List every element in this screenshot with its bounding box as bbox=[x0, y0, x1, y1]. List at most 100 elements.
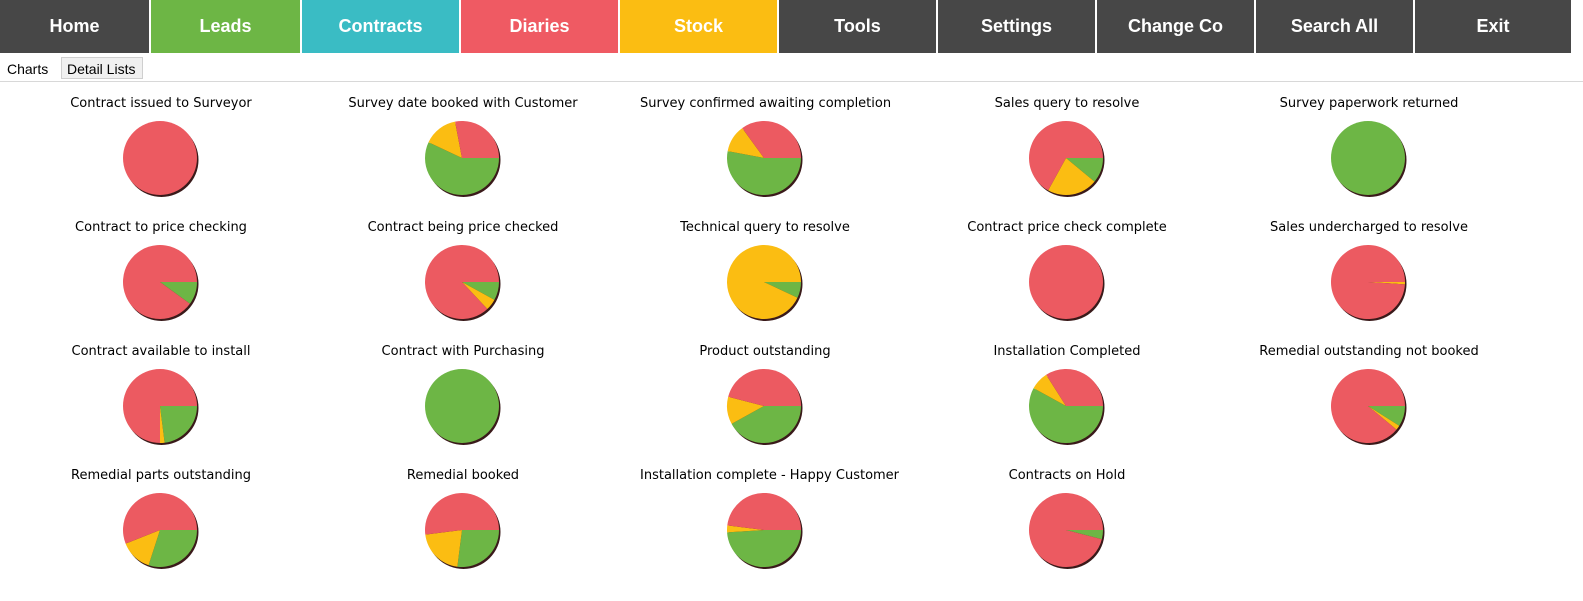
nav-leads-button[interactable]: Leads bbox=[151, 0, 300, 53]
chart-sales-undercharged[interactable]: Sales undercharged to resolve bbox=[1244, 220, 1494, 334]
pie-chart bbox=[425, 121, 501, 197]
chart-title: Technical query to resolve bbox=[680, 220, 850, 235]
pie-slice-red bbox=[455, 121, 499, 158]
pie-chart bbox=[1029, 245, 1105, 321]
tab-detail-lists[interactable]: Detail Lists bbox=[61, 57, 143, 79]
chart-sales-query[interactable]: Sales query to resolve bbox=[942, 96, 1192, 210]
pie-slice-red bbox=[742, 121, 801, 158]
chart-survey-date-booked[interactable]: Survey date booked with Customer bbox=[338, 96, 588, 210]
pie-chart bbox=[425, 493, 501, 569]
pie-slice-green bbox=[160, 406, 197, 443]
chart-remedial-booked[interactable]: Remedial booked bbox=[338, 468, 588, 582]
nav-contracts-button[interactable]: Contracts bbox=[302, 0, 459, 53]
chart-title: Contract with Purchasing bbox=[381, 344, 545, 359]
chart-title: Contracts on Hold bbox=[1008, 468, 1126, 483]
pie-slice-red bbox=[123, 121, 197, 195]
pie-slice-green bbox=[1066, 530, 1103, 540]
nav-exit-button[interactable]: Exit bbox=[1415, 0, 1571, 53]
pie-chart bbox=[727, 121, 803, 197]
nav-tools-button[interactable]: Tools bbox=[779, 0, 936, 53]
top-nav: Home Leads Contracts Diaries Stock Tools… bbox=[0, 0, 1583, 53]
pie-slice-red bbox=[727, 492, 801, 530]
nav-search-all-button[interactable]: Search All bbox=[1256, 0, 1413, 53]
pie-slice-green bbox=[764, 282, 801, 298]
pie-chart bbox=[727, 244, 803, 321]
pie-slice-red bbox=[123, 492, 197, 544]
pie-slice-amber bbox=[726, 525, 764, 533]
chart-title: Remedial outstanding not booked bbox=[1259, 344, 1479, 359]
chart-title: Remedial parts outstanding bbox=[71, 468, 251, 483]
view-tabs: Charts Detail Lists bbox=[0, 55, 1583, 82]
chart-contract-to-price-checking[interactable]: Contract to price checking bbox=[36, 220, 286, 334]
pie-slice-amber bbox=[160, 406, 165, 443]
chart-survey-confirmed[interactable]: Survey confirmed awaiting completion bbox=[640, 96, 891, 210]
pie-chart bbox=[1331, 245, 1407, 321]
pie-slice-green bbox=[148, 530, 197, 567]
chart-title: Sales query to resolve bbox=[994, 96, 1140, 111]
pie-chart bbox=[123, 244, 199, 321]
nav-change-co-button[interactable]: Change Co bbox=[1097, 0, 1254, 53]
nav-settings-button[interactable]: Settings bbox=[938, 0, 1095, 53]
pie-slice-red bbox=[1029, 120, 1103, 191]
chart-title: Sales undercharged to resolve bbox=[1270, 220, 1468, 235]
pie-chart bbox=[425, 369, 501, 445]
pie-slice-amber bbox=[727, 128, 764, 158]
chart-title: Product outstanding bbox=[699, 344, 831, 359]
pie-slice-green bbox=[425, 142, 499, 196]
pie-slice-green bbox=[1368, 406, 1405, 426]
chart-contract-with-purchasing[interactable]: Contract with Purchasing bbox=[338, 344, 588, 458]
pie-chart bbox=[1331, 121, 1407, 197]
chart-title: Survey confirmed awaiting completion bbox=[640, 96, 892, 111]
chart-contract-price-check-complete[interactable]: Contract price check complete bbox=[942, 220, 1192, 334]
chart-title: Installation complete - Happy Customer bbox=[640, 468, 900, 483]
chart-product-outstanding[interactable]: Product outstanding bbox=[640, 344, 890, 458]
chart-contract-being-price-checked[interactable]: Contract being price checked bbox=[338, 220, 588, 334]
chart-title: Survey paperwork returned bbox=[1279, 96, 1459, 111]
pie-slice-amber bbox=[462, 282, 495, 309]
pie-chart bbox=[123, 492, 199, 569]
pie-slice-green bbox=[462, 282, 499, 300]
nav-diaries-button[interactable]: Diaries bbox=[461, 0, 618, 53]
pie-slice-red bbox=[1331, 245, 1405, 320]
chart-installation-complete-happy-customer[interactable]: Installation complete - Happy Customer bbox=[640, 468, 899, 582]
chart-remedial-parts-outstanding[interactable]: Remedial parts outstanding bbox=[36, 468, 286, 582]
chart-contracts-on-hold[interactable]: Contracts on Hold bbox=[942, 468, 1192, 582]
pie-slice-red bbox=[1029, 493, 1103, 568]
pie-slice-amber bbox=[1368, 406, 1400, 430]
pie-chart bbox=[123, 121, 199, 197]
pie-slice-green bbox=[727, 530, 801, 568]
pie-chart bbox=[1331, 368, 1407, 445]
chart-remedial-outstanding-not-booked[interactable]: Remedial outstanding not booked bbox=[1244, 344, 1494, 458]
pie-slice-green bbox=[457, 530, 499, 568]
pie-slice-red bbox=[425, 493, 499, 535]
chart-contract-issued-to-surveyor[interactable]: Contract issued to Surveyor bbox=[36, 96, 286, 210]
pie-slice-amber bbox=[425, 530, 462, 567]
pie-slice-green bbox=[1331, 121, 1405, 195]
pie-slice-green bbox=[727, 151, 801, 196]
pie-chart bbox=[1029, 368, 1105, 445]
pie-chart bbox=[727, 368, 803, 445]
chart-title: Contract available to install bbox=[71, 344, 251, 359]
chart-technical-query[interactable]: Technical query to resolve bbox=[640, 220, 890, 334]
pie-slice-red bbox=[1331, 368, 1405, 443]
nav-stock-button[interactable]: Stock bbox=[620, 0, 777, 53]
pie-slice-green bbox=[1029, 388, 1103, 444]
chart-installation-completed[interactable]: Installation Completed bbox=[942, 344, 1192, 458]
tab-charts[interactable]: Charts bbox=[1, 57, 55, 79]
chart-title: Installation Completed bbox=[993, 344, 1141, 359]
pie-slice-amber bbox=[727, 396, 764, 424]
chart-title: Contract being price checked bbox=[367, 220, 559, 235]
pie-slice-red bbox=[1029, 245, 1103, 319]
pie-slice-green bbox=[160, 282, 197, 304]
chart-title: Survey date booked with Customer bbox=[348, 96, 578, 111]
pie-slice-red bbox=[123, 369, 197, 443]
pie-slice-red bbox=[728, 368, 801, 406]
nav-home-button[interactable]: Home bbox=[0, 0, 149, 53]
pie-slice-amber bbox=[1368, 282, 1405, 285]
pie-chart bbox=[123, 369, 199, 445]
chart-contract-available-to-install[interactable]: Contract available to install bbox=[36, 344, 286, 458]
chart-survey-paperwork-returned[interactable]: Survey paperwork returned bbox=[1244, 96, 1494, 210]
chart-title: Remedial booked bbox=[406, 468, 520, 483]
pie-slice-amber bbox=[727, 244, 801, 319]
pie-chart bbox=[1029, 120, 1105, 197]
